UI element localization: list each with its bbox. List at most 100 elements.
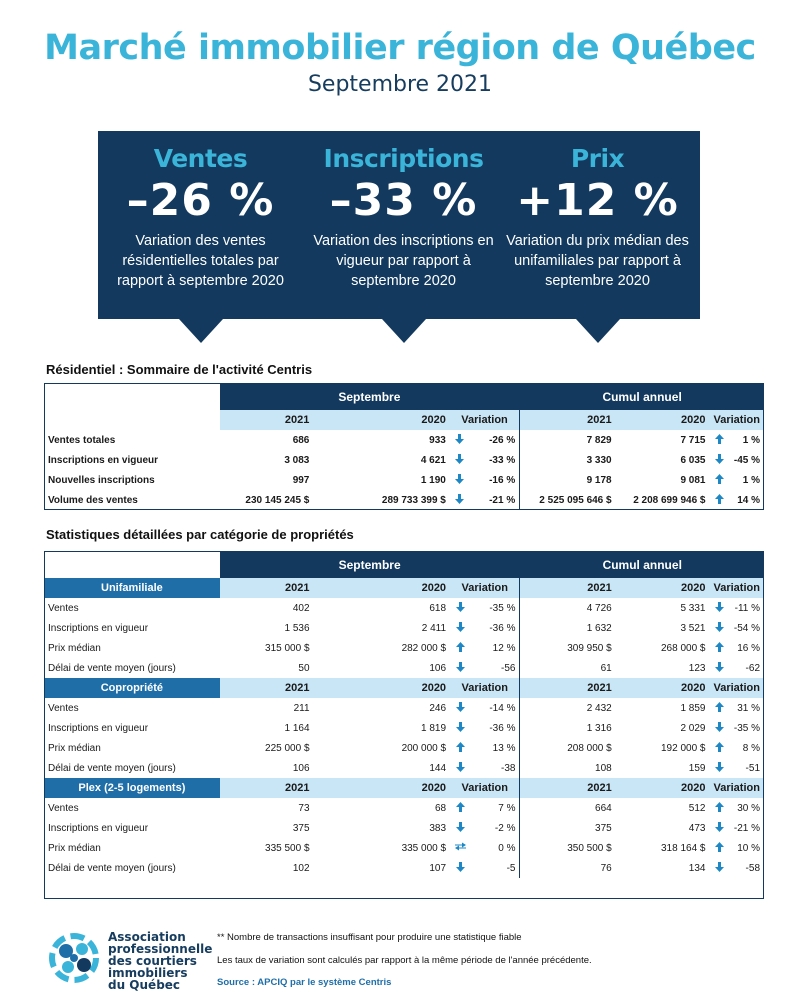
detail-title: Statistiques détaillées par catégorie de… (46, 527, 354, 542)
row-label: Inscriptions en vigueur (48, 822, 149, 834)
arrow-down-icon (709, 450, 729, 470)
row-label: Inscriptions en vigueur (48, 622, 149, 634)
value-cell: 1 316 (519, 718, 616, 738)
table-row: Ventes 402 618 -35 % 4 726 5 331 -11 % (44, 598, 764, 618)
arrow-down-icon (450, 698, 470, 718)
footnote-insufficient: ** Nombre de transactions insuffisant po… (217, 932, 522, 943)
value-cell: 200 000 $ (401, 742, 447, 754)
row-label: Ventes totales (48, 434, 116, 446)
arrow-down-icon (450, 818, 470, 838)
value-cell: 933 (429, 434, 446, 446)
col-header: Variation (709, 678, 764, 698)
arrow-up-icon (709, 638, 729, 658)
col-header: Variation (709, 578, 764, 598)
value-cell: 2 432 (519, 698, 616, 718)
value-cell: 473 (688, 822, 706, 834)
table-row: Ventes totales 686 933 -26 % 7 829 7 715 1 % (44, 430, 764, 450)
arrow-down-icon (709, 598, 729, 618)
table-row: Inscriptions en vigueur 375 383 -2 % 375 473-… (44, 818, 764, 838)
arrow-up-icon (709, 430, 729, 450)
value-cell: 6 035 (680, 454, 706, 466)
value-cell: 106 (292, 762, 310, 774)
card-description: Variation des ventes résidentielles tota… (117, 233, 284, 289)
col-header: 2021 (519, 678, 616, 698)
col-header: 2021 (219, 410, 314, 430)
value-cell: 268 000 $ (660, 642, 706, 654)
value-cell: 512 (688, 802, 706, 814)
arrow-up-icon (709, 470, 729, 490)
table-row: Délai de vente moyen (jours) 50 106 -56 61 12… (44, 658, 764, 678)
variation-cell: -51 (745, 762, 760, 774)
arrow-down-icon (709, 618, 729, 638)
variation-cell: -11 % (734, 602, 760, 614)
value-cell: 4 621 (420, 454, 446, 466)
table-row: Inscriptions en vigueur 3 083 4 621 -33 % 3 … (44, 450, 764, 470)
value-cell: 5 331 (680, 602, 706, 614)
value-cell: 50 (298, 662, 310, 674)
value-cell: 76 (519, 858, 616, 878)
col-header: Variation (449, 410, 520, 430)
variation-cell: -54 % (733, 622, 760, 634)
value-cell: 282 000 $ (401, 642, 447, 654)
variation-cell: 31 % (737, 702, 760, 714)
value-cell: 402 (292, 602, 310, 614)
value-cell: 3 521 (680, 622, 706, 634)
value-cell: 375 (292, 822, 310, 834)
row-label: Volume des ventes (48, 494, 138, 506)
variation-cell: -14 % (489, 702, 516, 714)
table-row: Délai de vente moyen (jours) 106 144 -38 108… (44, 758, 764, 778)
variation-cell: 1 % (742, 434, 760, 446)
variation-cell: -2 % (494, 822, 516, 834)
table-row: Délai de vente moyen (jours) 102 107 -5 76 13… (44, 858, 764, 878)
col-header: 2020 (615, 410, 710, 430)
value-cell: 309 950 $ (519, 638, 616, 658)
arrow-down-icon (709, 718, 729, 738)
value-cell: 68 (434, 802, 447, 814)
row-label: Ventes (48, 702, 79, 714)
arrows-flat-icon (450, 838, 470, 858)
value-cell: 4 726 (519, 598, 616, 618)
arrow-down-icon (450, 490, 470, 510)
table-row: Inscriptions en vigueur 1 164 1 819 -36 % 1 … (44, 718, 764, 738)
value-cell: 73 (298, 802, 310, 814)
value-cell: 123 (688, 662, 706, 674)
col-header: Variation (450, 678, 520, 698)
value-cell: 1 190 (420, 474, 446, 486)
variation-cell: 7 % (498, 802, 516, 814)
value-cell: 2 208 699 946 $ (633, 494, 706, 506)
value-cell: 997 (292, 474, 310, 486)
value-cell: 1 164 (284, 722, 310, 734)
card-prix: Prix +12 % Variation du prix médian des … (495, 131, 700, 343)
arrow-down-icon (450, 758, 470, 778)
card-inscriptions: Inscriptions –33 % Variation des inscrip… (301, 131, 506, 343)
arrow-up-icon (709, 490, 729, 510)
table-row: Prix médian 225 000 $ 200 000 $ 13 % 208 000… (44, 738, 764, 758)
category-label: Copropriété (44, 678, 220, 698)
card-value: –33 % (329, 175, 478, 226)
value-cell: 211 (293, 702, 310, 714)
arrow-down-icon (450, 598, 470, 618)
value-cell: 102 (292, 862, 310, 874)
value-cell: 192 000 $ (660, 742, 706, 754)
variation-cell: -36 % (489, 722, 516, 734)
col-header: Variation (450, 778, 520, 798)
variation-cell: -36 % (489, 622, 516, 634)
category-header-row: Copropriété 2021 2020 Variation 2021 2020 Vari… (44, 678, 764, 698)
value-cell: 664 (519, 798, 616, 818)
arrow-down-icon (709, 658, 729, 678)
page-subtitle: Septembre 2021 (307, 72, 493, 97)
card-title: Inscriptions (323, 144, 484, 173)
row-label: Ventes (48, 602, 79, 614)
value-cell: 3 083 (284, 454, 310, 466)
value-cell: 318 164 $ (660, 842, 706, 854)
detail-group-septembre: Septembre (219, 551, 520, 578)
col-header: 2020 (313, 410, 450, 430)
arrow-up-icon (709, 838, 729, 858)
variation-cell: -58 (745, 862, 760, 874)
arrow-up-icon (709, 698, 729, 718)
value-cell: 335 000 $ (401, 842, 447, 854)
variation-cell: -21 % (489, 494, 516, 506)
value-cell: 3 330 (519, 450, 616, 470)
arrow-down-icon (709, 858, 729, 878)
arrow-down-icon (450, 618, 470, 638)
